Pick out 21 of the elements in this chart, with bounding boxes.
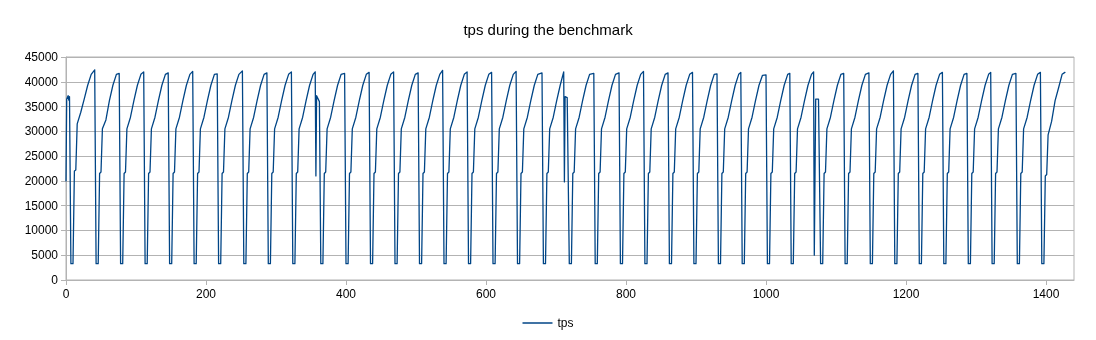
- x-tick-label: 1000: [752, 287, 780, 301]
- x-tick-label: 400: [335, 287, 357, 301]
- y-tick-label: 20000: [24, 173, 59, 188]
- x-tick-label: 0: [62, 287, 70, 301]
- y-tick-label: 40000: [24, 74, 59, 89]
- y-tick-label: 10000: [24, 223, 59, 238]
- legend-label: tps: [557, 316, 574, 330]
- x-tick-label: 1400: [1032, 287, 1060, 301]
- y-tick-label: 45000: [24, 50, 59, 64]
- y-tick-label: 30000: [24, 124, 59, 139]
- y-tick-label: 0: [51, 273, 59, 287]
- x-tick-label: 800: [615, 287, 637, 301]
- line-series: [65, 69, 1066, 265]
- x-tick-label: 600: [475, 287, 497, 301]
- y-tick-label: 15000: [24, 198, 59, 213]
- chart-title: tps during the benchmark: [463, 21, 634, 38]
- y-tick-label: 25000: [24, 149, 59, 164]
- x-tick-label: 1200: [892, 287, 920, 301]
- x-tick-label: 200: [195, 287, 217, 301]
- y-tick-label: 5000: [31, 248, 59, 263]
- y-tick-label: 35000: [24, 99, 59, 114]
